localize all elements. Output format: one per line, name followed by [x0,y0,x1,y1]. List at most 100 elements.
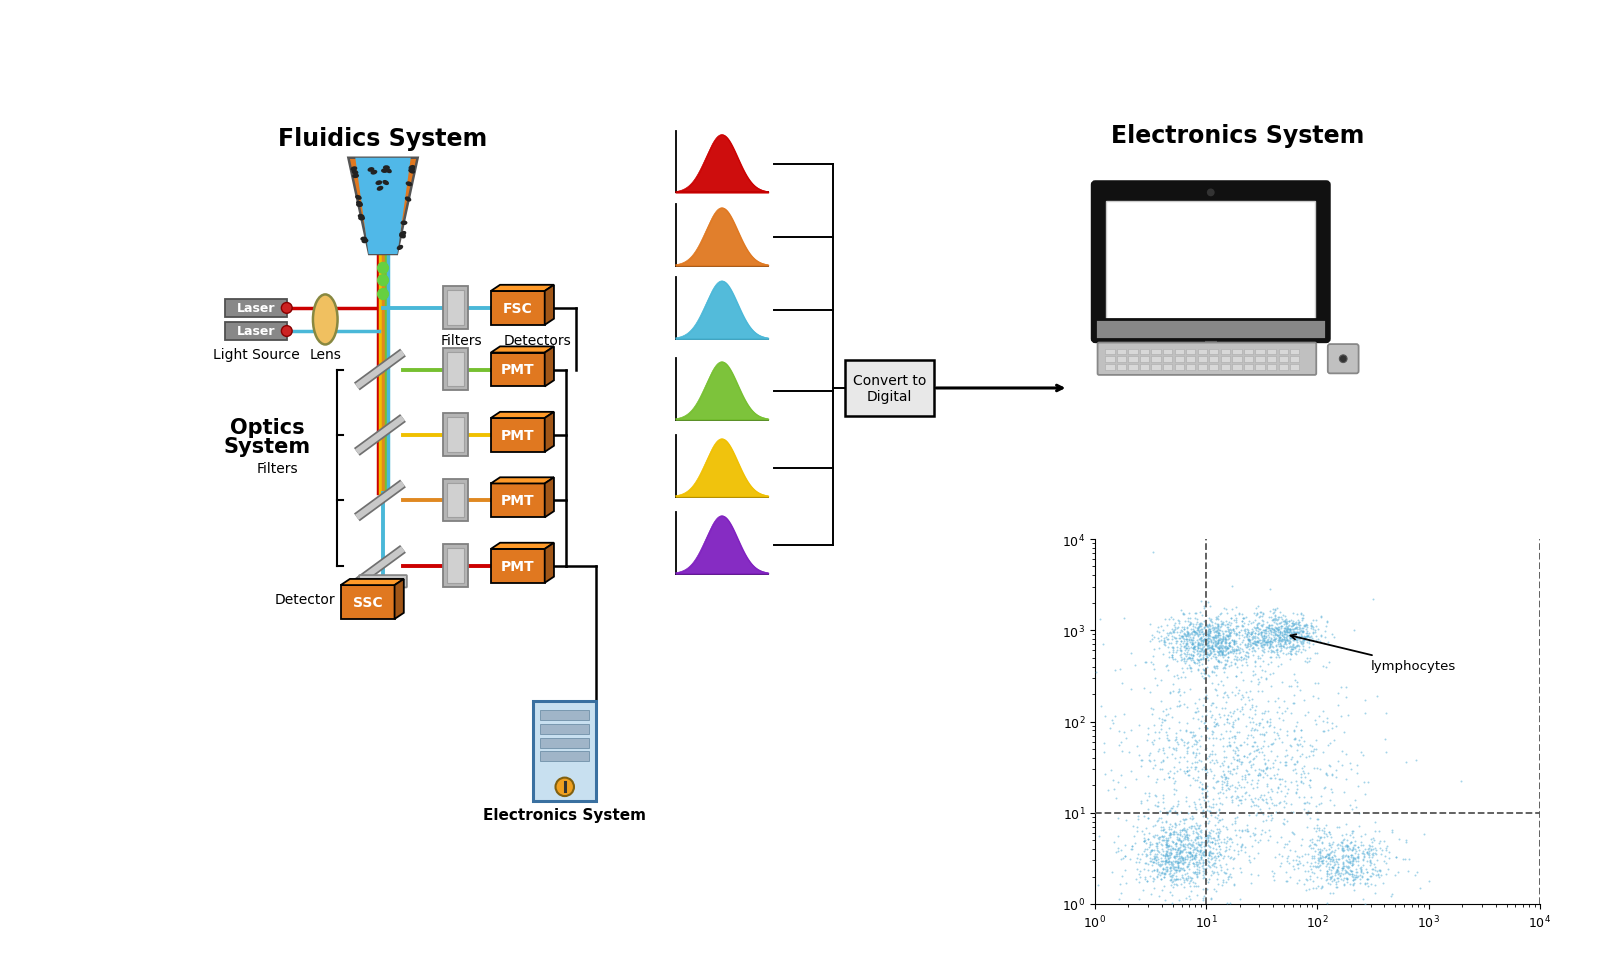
Point [1298,619,1323,635]
Point [1249,613,1275,629]
Point [1160,630,1186,645]
Point [1328,855,1354,870]
Point [1293,626,1319,641]
Point [1152,852,1178,867]
Point [1154,854,1180,869]
Point [1141,846,1167,861]
Point [1265,611,1291,627]
Point [1319,626,1344,641]
Point [1151,866,1177,882]
Point [1178,650,1204,666]
Point [1169,733,1194,748]
Point [1249,640,1275,655]
Point [1183,623,1209,639]
Point [1312,865,1338,881]
Point [1167,622,1193,638]
Point [1304,811,1330,827]
Point [1286,639,1312,654]
Point [1273,873,1299,889]
Ellipse shape [352,171,358,175]
Point [1173,872,1199,888]
Point [1193,636,1219,651]
Point [1341,867,1367,883]
Point [1193,798,1219,814]
Point [1164,735,1190,750]
Point [1215,764,1241,779]
Bar [1254,350,1264,355]
Point [1299,748,1325,764]
Point [1307,610,1333,625]
Point [1240,750,1265,766]
Point [1167,855,1193,870]
Point [1251,622,1277,638]
Point [1156,644,1181,660]
Point [1277,622,1302,638]
Point [1183,704,1209,720]
Point [1139,863,1165,879]
Point [1336,756,1362,771]
Point [1320,845,1346,860]
Point [1201,624,1227,640]
Point [1327,867,1353,883]
Point [1172,827,1198,842]
Point [1288,624,1314,640]
Point [1302,645,1328,661]
Point [1262,616,1288,632]
Point [1194,627,1220,642]
Point [1307,629,1333,644]
Point [1261,626,1286,641]
Point [1265,622,1291,638]
Point [1214,711,1240,727]
Point [1223,747,1249,763]
Point [1235,787,1261,802]
Point [1256,619,1282,635]
Point [1285,860,1311,875]
Point [1130,826,1156,841]
Point [1194,639,1220,654]
Point [1159,676,1185,692]
Point [1265,633,1291,648]
Point [1210,738,1236,754]
Bar [1243,357,1252,362]
Point [1240,738,1265,754]
Point [1259,644,1285,660]
Point [1278,738,1304,754]
Polygon shape [349,159,418,255]
Point [1223,646,1249,662]
Point [1136,746,1162,762]
Point [1131,841,1157,857]
Point [1167,860,1193,876]
Point [1341,846,1367,861]
Point [1149,828,1175,844]
Point [1296,868,1322,884]
Point [1207,643,1233,659]
Bar [1094,320,1325,339]
Point [1175,870,1201,886]
Point [1196,617,1222,633]
Point [1256,621,1282,637]
Point [1196,825,1222,840]
Point [1261,797,1286,813]
Point [1244,634,1270,649]
Point [1186,745,1212,761]
Point [1194,595,1220,610]
Point [1207,847,1233,862]
Point [1265,627,1291,642]
Point [1238,758,1264,773]
Point [1217,644,1243,660]
Point [1170,823,1196,838]
Point [1185,620,1210,636]
Point [1159,874,1185,890]
Point [1206,626,1231,641]
Point [1254,715,1280,731]
Point [1307,870,1333,886]
Point [1157,846,1183,861]
Point [1215,615,1241,631]
Point [1206,640,1231,655]
Point [1302,824,1328,839]
Point [1270,627,1296,642]
Point [1198,612,1223,628]
Point [1194,828,1220,843]
Point [1165,832,1191,848]
Point [1240,780,1265,796]
